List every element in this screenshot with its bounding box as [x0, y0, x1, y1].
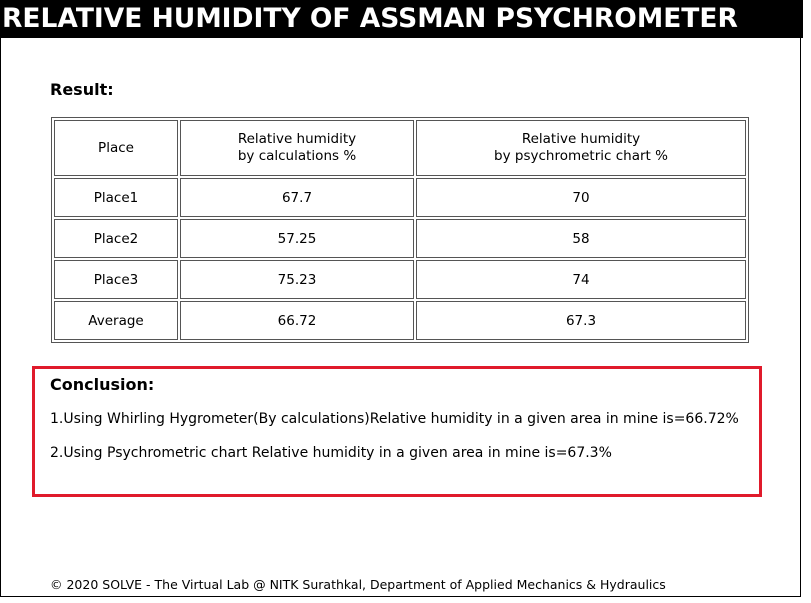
conclusion-line-1: 1.Using Whirling Hygrometer(By calculati…: [50, 411, 739, 427]
header-rh-calculations: Relative humidity by calculations %: [180, 120, 414, 176]
header-place-text: Place: [98, 139, 134, 156]
conclusion-highlight-box: [32, 366, 762, 497]
rh-chart-cell: 58: [416, 219, 746, 258]
conclusion-title: Conclusion:: [50, 375, 155, 394]
rh-chart-cell: 70: [416, 178, 746, 217]
footer-copyright: © 2020 SOLVE - The Virtual Lab @ NITK Su…: [50, 577, 666, 592]
rh-calc-cell: 66.72: [180, 301, 414, 340]
table-header-row: Place Relative humidity by calculations …: [54, 120, 746, 176]
conclusion-line-2: 2.Using Psychrometric chart Relative hum…: [50, 445, 612, 461]
header-rh-chart-line2: by psychrometric chart %: [494, 148, 668, 164]
header-rh-chart-line1: Relative humidity: [521, 131, 641, 147]
header-rh-chart: Relative humidity by psychrometric chart…: [416, 120, 746, 176]
result-label: Result:: [50, 80, 114, 99]
place-cell: Average: [54, 301, 178, 340]
rh-chart-cell: 67.3: [416, 301, 746, 340]
rh-calc-cell: 57.25: [180, 219, 414, 258]
page-title: RELATIVE HUMIDITY OF ASSMAN PSYCHROMETER: [0, 0, 803, 38]
header-rh-calc-line1: Relative humidity: [237, 131, 357, 147]
rh-calc-cell: 75.23: [180, 260, 414, 299]
place-cell: Place3: [54, 260, 178, 299]
place-cell: Place1: [54, 178, 178, 217]
table-row: Place2 57.25 58: [54, 219, 746, 258]
table-row: Place3 75.23 74: [54, 260, 746, 299]
place-cell: Place2: [54, 219, 178, 258]
table-row-average: Average 66.72 67.3: [54, 301, 746, 340]
results-table: Place Relative humidity by calculations …: [51, 117, 749, 343]
rh-chart-cell: 74: [416, 260, 746, 299]
table-row: Place1 67.7 70: [54, 178, 746, 217]
header-rh-calc-line2: by calculations %: [237, 148, 357, 164]
header-place: Place: [54, 120, 178, 176]
rh-calc-cell: 67.7: [180, 178, 414, 217]
